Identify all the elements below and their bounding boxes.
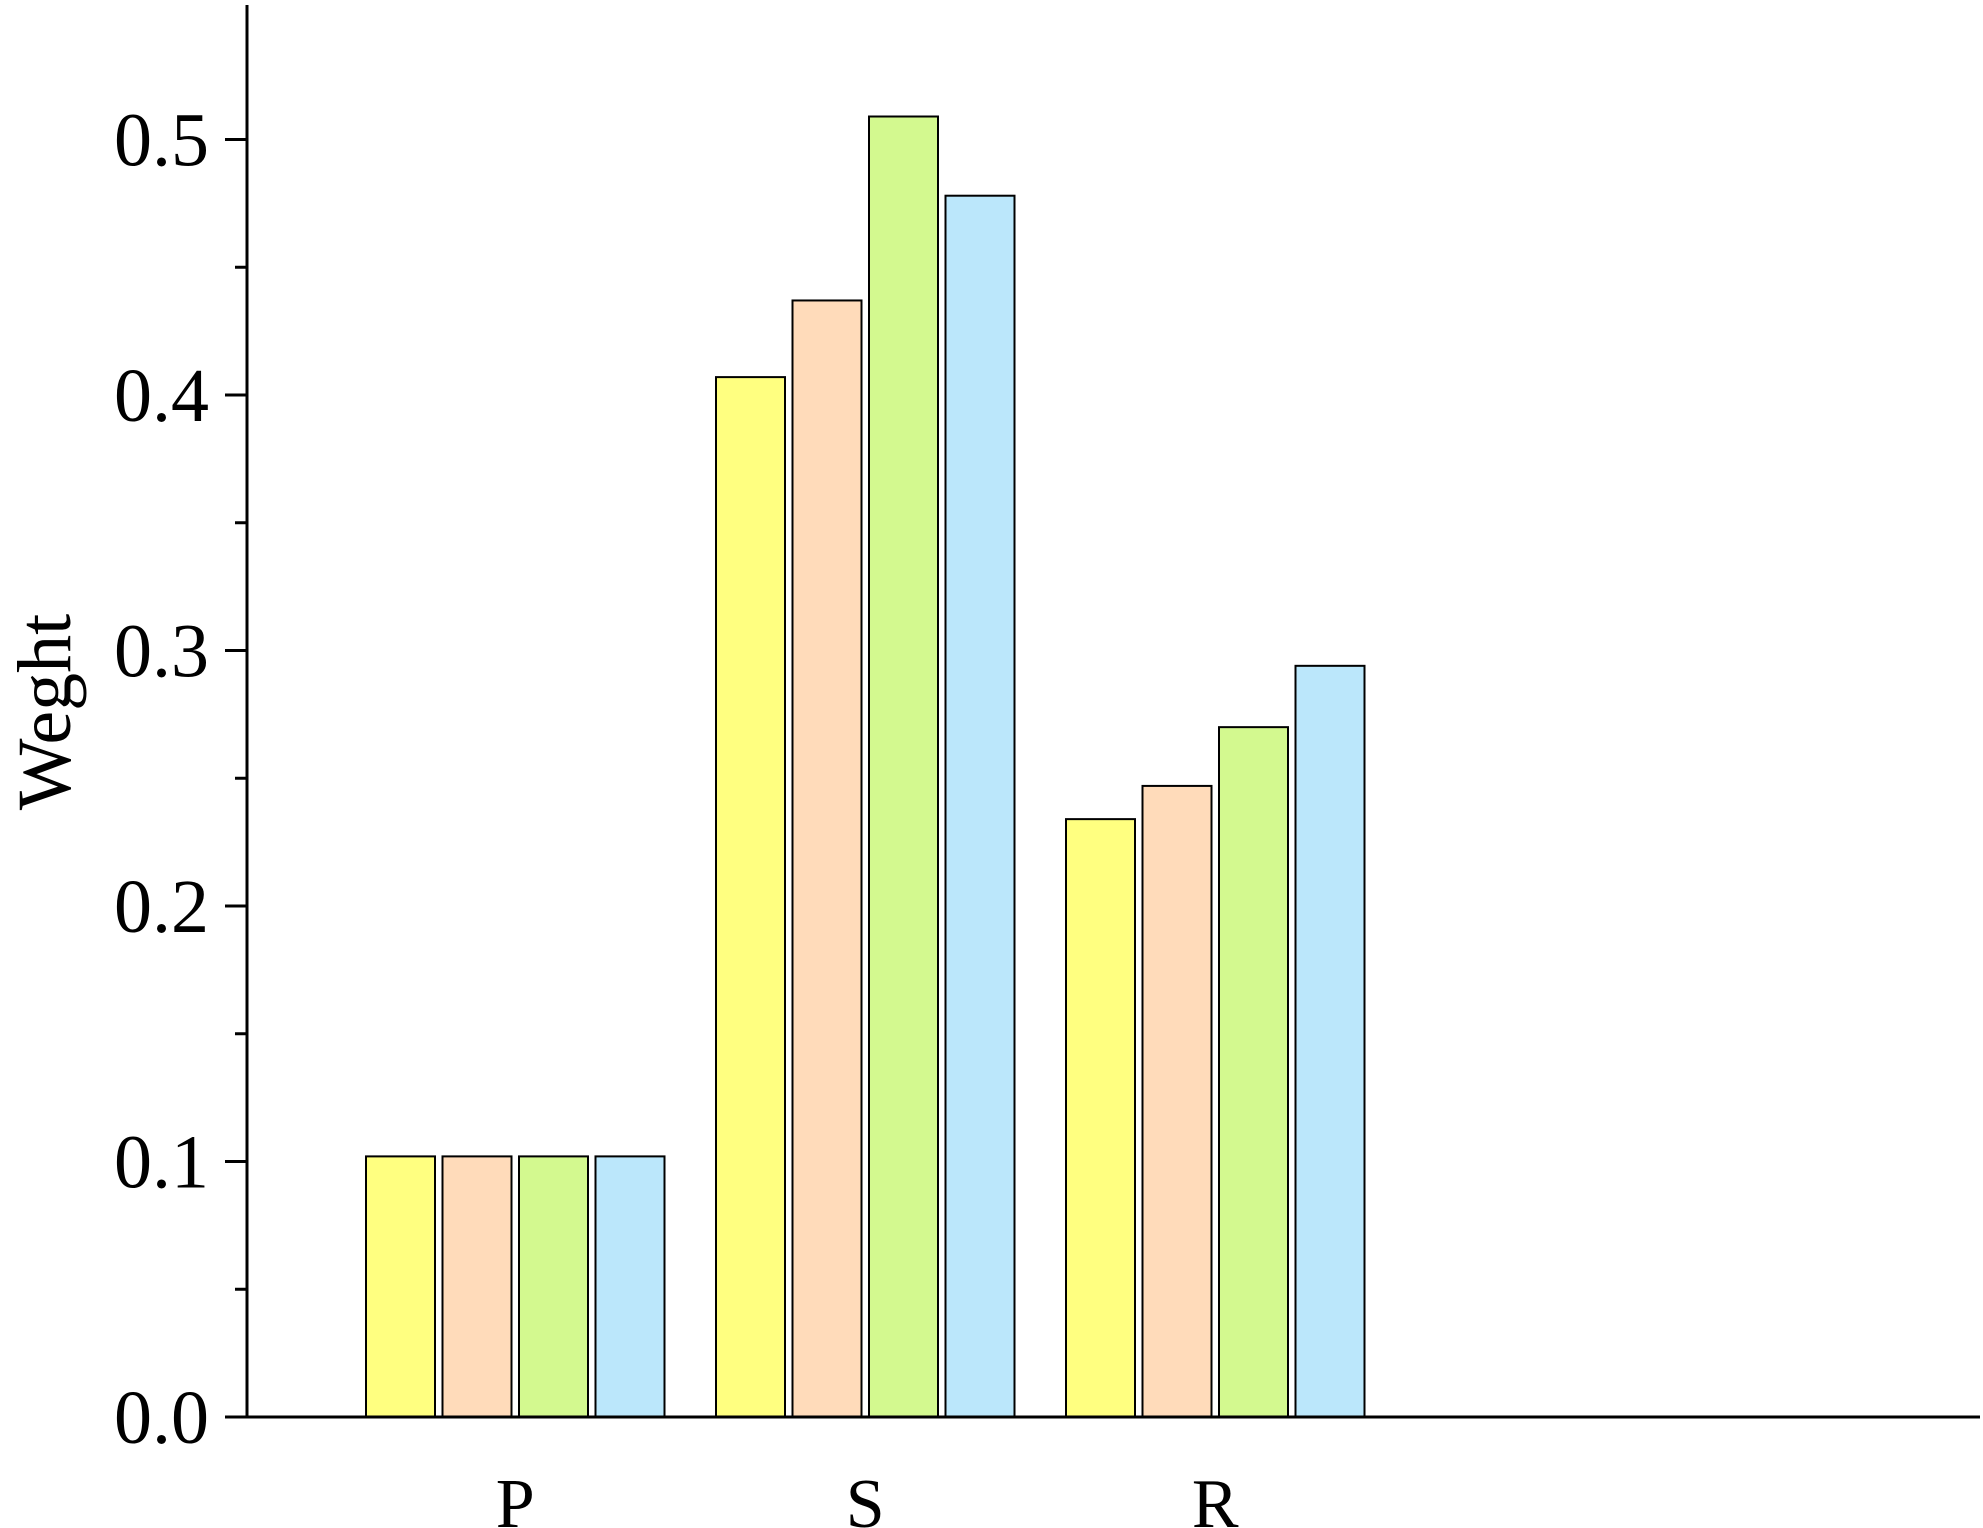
y-tick-label: 0.5: [114, 99, 209, 183]
bar-P-1: [365, 1155, 436, 1418]
bar-P-4: [594, 1155, 666, 1418]
bar-R-4: [1294, 664, 1366, 1418]
y-tick-label: 0.2: [114, 865, 209, 949]
bar-S-3: [868, 115, 939, 1418]
bar-S-2: [791, 299, 863, 1419]
y-tick-label: 0.1: [114, 1121, 209, 1205]
y-tick-label: 0.0: [114, 1376, 209, 1460]
bar-P-2: [441, 1155, 513, 1418]
y-tick-label: 0.4: [114, 354, 209, 438]
bar-R-2: [1141, 784, 1213, 1418]
x-category-label: S: [846, 1466, 885, 1528]
bar-S-4: [944, 194, 1016, 1419]
bars-group: [365, 115, 1366, 1419]
bar-R-3: [1218, 726, 1289, 1418]
x-category-label: R: [1192, 1466, 1239, 1528]
bar-R-1: [1065, 818, 1136, 1418]
y-tick-label: 0.3: [114, 610, 209, 694]
bar-S-1: [715, 376, 786, 1418]
y-axis-title: Weght: [3, 614, 87, 811]
y-axis-tick-labels: 0.0 0.1 0.2 0.3 0.4 0.5: [114, 99, 209, 1461]
y-axis-ticks: [225, 138, 247, 1419]
bar-P-3: [518, 1155, 589, 1418]
x-category-label: P: [496, 1466, 535, 1528]
